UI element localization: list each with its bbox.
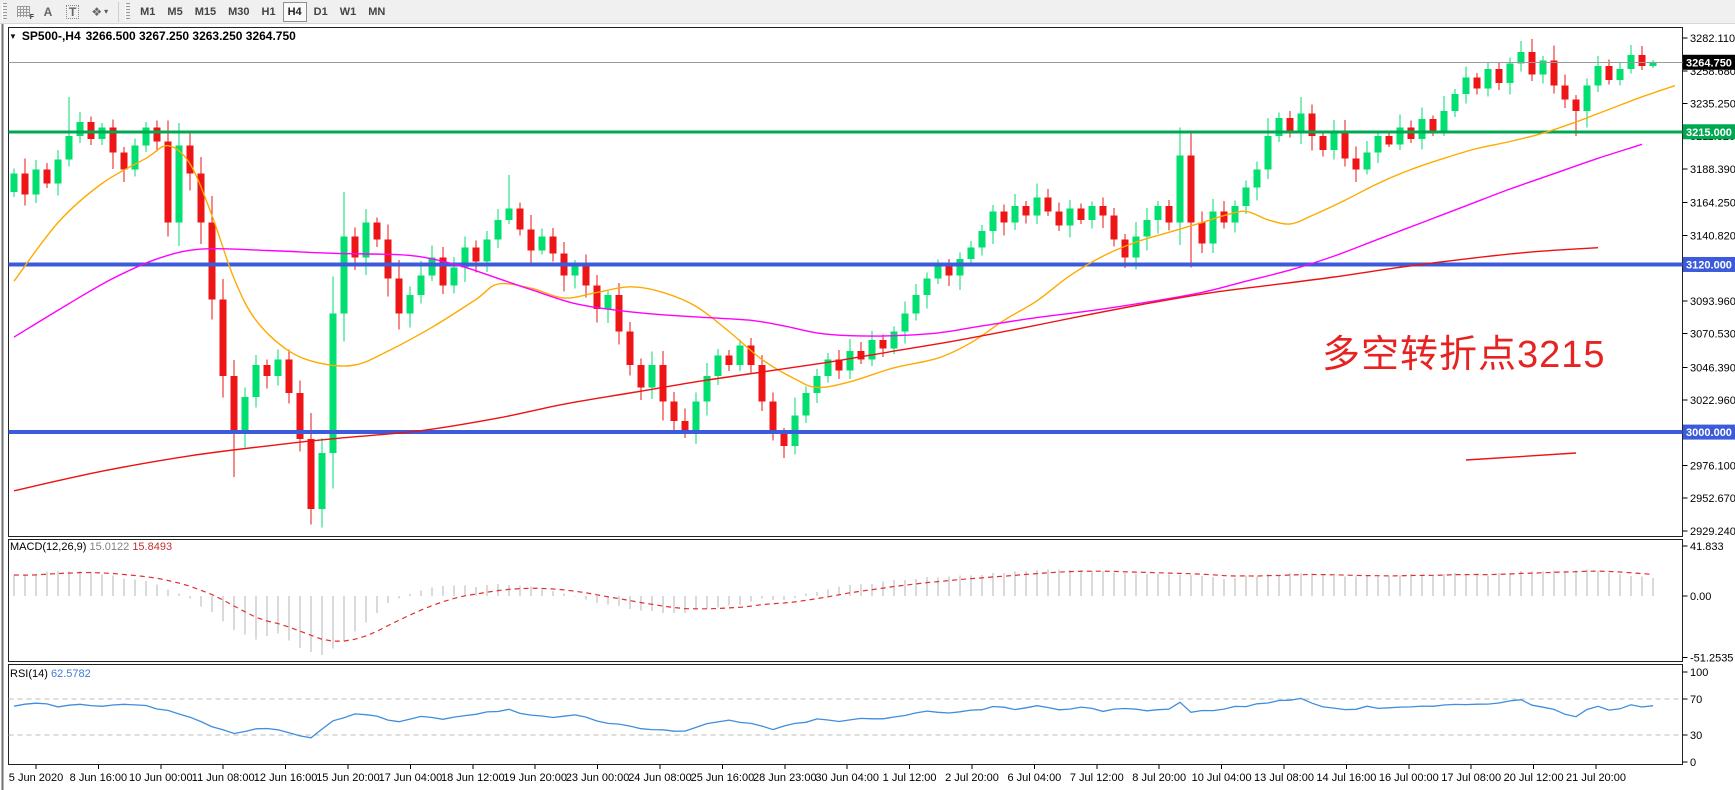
ma-slow-line [13,247,1599,492]
price-axis-tick: 3140.820 [1690,230,1735,242]
price-axis-tick: 3188.390 [1690,164,1735,176]
collapse-triangle-icon[interactable]: ▼ [9,31,17,41]
toolbar-drag-handle[interactable] [2,2,7,21]
symbol-timeframe-label: SP500-,H4 [21,29,81,43]
price-axis-tick: 2929.240 [1690,526,1735,538]
font-icon[interactable]: A [43,4,53,19]
styles-icon[interactable]: ❖ ▾ [91,4,109,19]
timeframe-button-M15[interactable]: M15 [194,5,217,18]
price-axis-tick: 3093.960 [1690,296,1735,308]
ma-fast-line [13,85,1676,389]
price-axis-tick: 3046.390 [1690,362,1735,374]
time-axis-label[interactable]: 1 Jul 12:00 [883,772,937,784]
rsi-indicator-label: RSI(14) 62.5782 [10,668,91,680]
macd-signal-value: 15.8493 [132,541,173,553]
price-axis-tick: 2976.100 [1690,460,1735,472]
macd-signal-line [13,570,1654,642]
time-axis-label[interactable]: 20 Jul 12:00 [1504,772,1564,784]
time-axis-label[interactable]: 30 Jun 04:00 [815,772,879,784]
toolbar-separator [118,1,120,22]
time-axis-label[interactable]: 13 Jul 08:00 [1254,772,1314,784]
macd-axis-tick: 0.00 [1690,591,1711,603]
time-axis-label[interactable]: 19 Jun 20:00 [503,772,567,784]
svg-text:3264.750: 3264.750 [1686,57,1732,69]
current-price-badge [1683,54,1735,70]
price-annotation-text: 多空转折点3215 [1322,334,1606,376]
timeframe-button-D1[interactable]: D1 [313,5,328,18]
rsi-value: 62.5782 [50,668,91,680]
indicator-grid-icon[interactable]: F [12,2,35,22]
time-axis-label[interactable]: 17 Jun 04:00 [379,772,443,784]
time-axis-label[interactable]: 10 Jul 04:00 [1192,772,1252,784]
ohlc-values: 3266.500 3267.250 3263.250 3264.750 [85,29,296,43]
rsi-axis-tick: 70 [1690,694,1702,706]
time-axis-label[interactable]: 12 Jun 16:00 [254,772,318,784]
timeframe-button-H1[interactable]: H1 [261,5,276,18]
time-axis-label[interactable]: 28 Jun 23:00 [753,772,817,784]
ma-medium-line [13,143,1643,338]
macd-indicator-label: MACD(12,26,9) 15.0122 15.8493 [10,541,173,553]
time-axis-label[interactable]: 5 Jun 2020 [9,772,63,784]
timeframe-button-W1[interactable]: W1 [339,5,357,18]
time-axis-label[interactable]: 6 Jul 04:00 [1007,772,1061,784]
timeframe-button-M30[interactable]: M30 [228,5,250,18]
macd-main-value: 15.0122 [89,541,130,553]
timeframe-button-M1[interactable]: M1 [140,5,156,18]
price-axis-tick: 3235.250 [1690,98,1735,110]
rsi-axis-tick: 100 [1690,667,1708,679]
time-axis-label[interactable]: 16 Jul 00:00 [1379,772,1439,784]
timeframe-drag-handle[interactable] [125,2,131,21]
svg-text:3000.000: 3000.000 [1686,427,1732,439]
main-toolbar: F A T ❖ ▾ M1 M5 M15 M30 H1 H4 D1 W1 MN [0,0,1735,24]
time-axis-label[interactable]: 8 Jul 20:00 [1132,772,1186,784]
candlestick-series [10,39,1657,528]
level-price-badge [1683,124,1735,140]
time-axis-label[interactable]: 24 Jun 08:00 [628,772,692,784]
time-axis-label[interactable]: 17 Jul 08:00 [1441,772,1501,784]
time-axis-label[interactable]: 14 Jul 16:00 [1316,772,1376,784]
timeframe-button-group: M1 M5 M15 M30 H1 H4 D1 W1 MN [134,1,391,22]
price-axis-tick: 3022.960 [1690,395,1735,407]
level-price-badge [1683,256,1735,272]
time-axis-label[interactable]: 18 Jun 12:00 [441,772,505,784]
rsi-line [13,697,1654,739]
svg-text:3120.000: 3120.000 [1686,259,1732,271]
time-axis-label[interactable]: 25 Jun 16:00 [691,772,755,784]
grid-glyph: F [17,6,34,21]
price-axis-tick: 3070.530 [1690,329,1735,341]
time-axis-label[interactable]: 7 Jul 12:00 [1070,772,1124,784]
time-axis-label[interactable]: 11 Jun 08:00 [192,772,255,784]
macd-axis-tick: 41.833 [1690,541,1724,553]
svg-text:3215.000: 3215.000 [1686,127,1732,139]
time-axis-label[interactable]: 23 Jun 00:00 [566,772,630,784]
timeframe-button-MN[interactable]: MN [368,5,386,18]
time-axis-label[interactable]: 15 Jun 20:00 [316,772,380,784]
price-axis-tick: 2952.670 [1690,493,1735,505]
rsi-axis-tick: 30 [1690,730,1702,742]
timeframe-button-M5[interactable]: M5 [167,5,183,18]
text-label-icon[interactable]: T [61,2,84,22]
timeframe-button-H4[interactable]: H4 [282,1,307,22]
price-axis-tick: 3164.250 [1690,198,1735,210]
time-axis-label[interactable]: 21 Jul 20:00 [1566,772,1626,784]
time-axis-label[interactable]: 8 Jun 16:00 [70,772,128,784]
rsi-axis-tick: 0 [1690,757,1696,769]
ma-slow-2-line [1465,452,1577,461]
price-axis-tick: 3282.110 [1690,33,1735,45]
chevron-down-icon: ▾ [104,7,109,16]
time-axis-label[interactable]: 2 Jul 20:00 [945,772,999,784]
time-axis-label[interactable]: 10 Jun 00:00 [129,772,193,784]
macd-axis-tick: -51.2535 [1690,652,1733,664]
level-price-badge [1683,424,1735,440]
chart-symbol-title: ▼ SP500-,H4 3266.500 3267.250 3263.250 3… [9,29,296,43]
